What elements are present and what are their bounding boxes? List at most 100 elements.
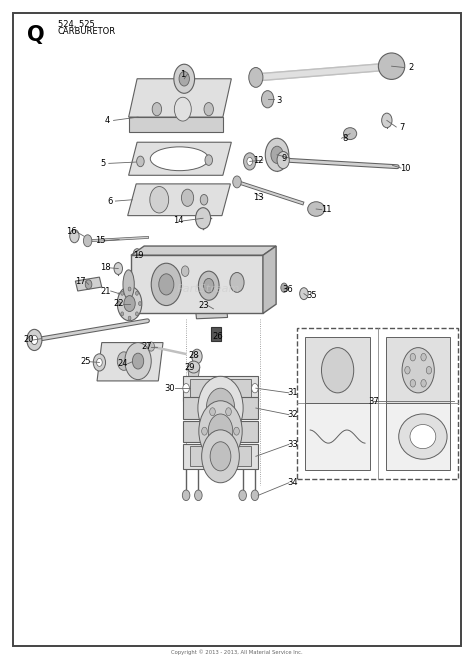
Text: 20: 20 — [24, 335, 34, 345]
Circle shape — [195, 490, 202, 501]
Circle shape — [196, 208, 210, 229]
Circle shape — [402, 348, 434, 393]
Circle shape — [182, 490, 190, 501]
Text: 524, 525: 524, 525 — [58, 20, 95, 29]
Circle shape — [262, 91, 274, 108]
Circle shape — [132, 353, 144, 369]
Text: PartStream: PartStream — [177, 284, 240, 294]
Circle shape — [31, 335, 37, 345]
Text: 15: 15 — [95, 236, 106, 245]
Bar — [305, 404, 370, 469]
Circle shape — [205, 155, 212, 165]
Circle shape — [198, 376, 243, 440]
Text: 36: 36 — [283, 284, 293, 293]
Polygon shape — [131, 255, 263, 313]
Circle shape — [199, 401, 242, 461]
Circle shape — [133, 249, 141, 259]
Text: 8: 8 — [343, 133, 348, 143]
Circle shape — [233, 176, 241, 188]
Circle shape — [118, 301, 120, 305]
Circle shape — [247, 157, 253, 165]
Text: 24: 24 — [118, 359, 128, 369]
Ellipse shape — [308, 202, 325, 216]
Circle shape — [128, 287, 131, 291]
Circle shape — [97, 359, 102, 367]
Text: 14: 14 — [173, 216, 183, 225]
Circle shape — [136, 291, 138, 295]
Circle shape — [200, 195, 208, 205]
Text: 30: 30 — [165, 384, 175, 392]
Ellipse shape — [150, 147, 209, 171]
Circle shape — [174, 64, 195, 94]
Circle shape — [410, 353, 416, 361]
Circle shape — [271, 146, 283, 163]
Circle shape — [182, 189, 194, 207]
Circle shape — [114, 262, 122, 274]
Circle shape — [121, 291, 124, 295]
Text: 6: 6 — [107, 197, 112, 206]
Text: 26: 26 — [213, 332, 223, 341]
Text: 31: 31 — [287, 388, 298, 397]
Circle shape — [210, 408, 215, 416]
Text: 29: 29 — [185, 363, 195, 372]
Text: 33: 33 — [287, 440, 298, 449]
Bar — [183, 376, 258, 401]
Circle shape — [159, 274, 174, 295]
Circle shape — [179, 72, 190, 86]
Bar — [211, 327, 220, 341]
Text: 34: 34 — [287, 478, 298, 487]
Circle shape — [183, 384, 190, 393]
Circle shape — [204, 102, 213, 116]
Ellipse shape — [399, 414, 447, 459]
Circle shape — [137, 156, 144, 167]
Polygon shape — [75, 277, 102, 291]
Polygon shape — [131, 246, 276, 255]
Circle shape — [382, 113, 392, 127]
Circle shape — [152, 102, 162, 116]
Circle shape — [27, 329, 42, 351]
Ellipse shape — [378, 53, 405, 80]
Text: 22: 22 — [113, 299, 124, 308]
Circle shape — [201, 430, 239, 483]
Circle shape — [265, 138, 289, 171]
Text: 17: 17 — [75, 277, 86, 286]
Text: 16: 16 — [66, 227, 76, 236]
Polygon shape — [128, 184, 230, 216]
Circle shape — [148, 342, 155, 351]
Ellipse shape — [123, 270, 134, 299]
Text: 18: 18 — [100, 264, 110, 272]
Text: 11: 11 — [321, 205, 332, 214]
Text: 13: 13 — [253, 193, 264, 203]
Text: 23: 23 — [199, 301, 210, 310]
Ellipse shape — [188, 361, 200, 373]
Circle shape — [206, 388, 235, 428]
Text: 37: 37 — [368, 397, 379, 406]
Circle shape — [426, 367, 432, 374]
Circle shape — [136, 312, 138, 316]
Text: 9: 9 — [282, 153, 287, 163]
Text: 12: 12 — [253, 155, 264, 165]
Text: 4: 4 — [105, 116, 110, 125]
Bar — [183, 420, 258, 442]
Circle shape — [117, 352, 130, 371]
Circle shape — [210, 447, 215, 455]
Polygon shape — [128, 79, 231, 117]
Circle shape — [138, 301, 141, 305]
Text: 10: 10 — [401, 163, 411, 173]
Bar — [183, 398, 258, 418]
Circle shape — [128, 316, 131, 320]
Bar — [305, 337, 370, 404]
Text: 28: 28 — [188, 351, 199, 361]
Text: 7: 7 — [399, 123, 405, 131]
Ellipse shape — [344, 127, 357, 139]
Text: Q: Q — [27, 25, 45, 44]
Circle shape — [178, 98, 188, 112]
Polygon shape — [195, 299, 228, 319]
Ellipse shape — [410, 424, 436, 449]
Text: 35: 35 — [306, 291, 317, 300]
Circle shape — [300, 288, 308, 299]
Circle shape — [198, 271, 219, 300]
Bar — [297, 328, 458, 479]
Bar — [386, 337, 450, 404]
Circle shape — [203, 278, 214, 293]
